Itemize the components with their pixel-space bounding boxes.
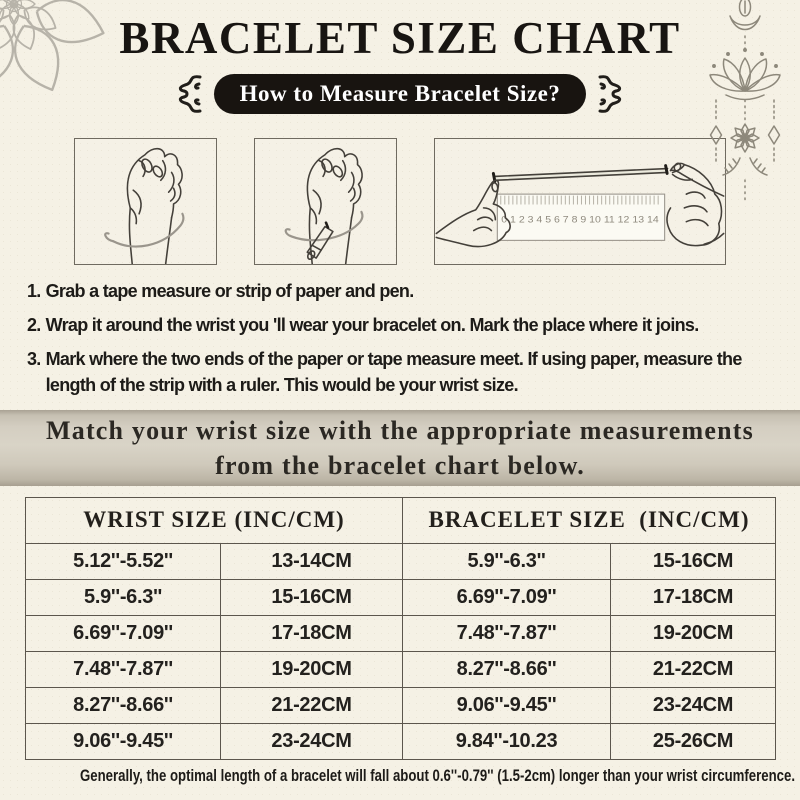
wrist-inch-cell: 9.06''-9.45''	[25, 722, 221, 760]
wrist-inch-cell: 5.12''-5.52''	[25, 542, 221, 580]
instruction-number: 1.	[27, 280, 41, 301]
lotus-ornament-icon	[709, 0, 781, 205]
instruction-item-3: 3. Mark where the two ends of the paper …	[27, 346, 790, 398]
wrist-cm-cell: 17-18CM	[220, 614, 403, 652]
wrist-cm-cell: 19-20CM	[220, 650, 403, 688]
paper-strip	[491, 163, 669, 183]
banner-line-2: from the bracelet chart below.	[215, 450, 585, 480]
fist-with-pen-illustration	[284, 147, 364, 264]
bracelet-inch-cell: 7.48''-7.87''	[402, 614, 611, 652]
fist-with-tape-illustration	[104, 147, 185, 264]
instruction-text: Mark where the two ends of the paper or …	[45, 348, 743, 395]
curly-flourish-right-icon	[598, 74, 622, 113]
instruction-text: Wrap it around the wrist you 'll wear yo…	[45, 314, 700, 335]
table-row: 5.9''-6.3'' 15-16CM 6.69''-7.09'' 17-18C…	[25, 578, 776, 616]
wrist-inch-cell: 8.27''-8.66''	[25, 686, 221, 724]
instruction-number: 2.	[27, 314, 41, 335]
size-table: WRIST SIZE (INC/CM) BRACELET SIZE (INC/C…	[25, 496, 776, 760]
bracelet-inch-cell: 6.69''-7.09''	[402, 578, 611, 616]
mandala-flower-icon	[0, 0, 105, 92]
page-title: BRACELET SIZE CHART	[119, 13, 681, 63]
table-row: 6.69''-7.09'' 17-18CM 7.48''-7.87'' 19-2…	[25, 614, 776, 652]
tape-measure-arc	[104, 212, 185, 248]
bracelet-inch-cell: 5.9''-6.3''	[402, 542, 611, 580]
table-header-row: WRIST SIZE (INC/CM) BRACELET SIZE (INC/C…	[25, 496, 776, 544]
table-row: 8.27''-8.66'' 21-22CM 9.06''-9.45'' 23-2…	[25, 686, 776, 724]
marker-pen	[306, 220, 334, 260]
wrist-size-header: WRIST SIZE (INC/CM)	[25, 496, 403, 544]
wrist-inch-cell: 6.69''-7.09''	[25, 614, 221, 652]
curly-flourish-left-icon	[178, 74, 202, 113]
illustration-step1-box	[74, 137, 217, 265]
bracelet-inch-cell: 9.84''-10.23	[402, 722, 611, 760]
bracelet-cm-cell: 23-24CM	[610, 686, 776, 724]
bracelet-cm-cell: 19-20CM	[610, 614, 776, 652]
measure-steps-illustrations: 0 1 2 3 4 5 6 7 8 9 10 11 12 13 14	[0, 137, 800, 265]
wrist-cm-cell: 21-22CM	[220, 686, 403, 724]
illustration-step3-box: 0 1 2 3 4 5 6 7 8 9 10 11 12 13 14	[434, 137, 726, 265]
bracelet-cm-cell: 15-16CM	[610, 542, 776, 580]
ruler: 0 1 2 3 4 5 6 7 8 9 10 11 12 13 14	[496, 193, 666, 241]
bracelet-cm-cell: 25-26CM	[610, 722, 776, 760]
wrist-inch-cell: 7.48''-7.87''	[25, 650, 221, 688]
right-hand	[666, 161, 725, 246]
pill-banner-row: How to Measure Bracelet Size?	[0, 72, 800, 116]
bracelet-inch-cell: 8.27''-8.66''	[402, 650, 611, 688]
left-hand	[435, 178, 511, 247]
banner-line-1: Match your wrist size with the appropria…	[46, 415, 754, 445]
ruler-measuring-illustration: 0 1 2 3 4 5 6 7 8 9 10 11 12 13 14	[435, 161, 725, 247]
instruction-item-2: 2. Wrap it around the wrist you 'll wear…	[27, 312, 790, 338]
bracelet-size-header: BRACELET SIZE (INC/CM)	[402, 496, 776, 544]
instruction-text: Grab a tape measure or strip of paper an…	[45, 280, 415, 301]
wrist-cm-cell: 23-24CM	[220, 722, 403, 760]
illustration-step2-box	[254, 137, 397, 265]
table-row: 5.12''-5.52'' 13-14CM 5.9''-6.3'' 15-16C…	[25, 542, 776, 580]
bracelet-inch-cell: 9.06''-9.45''	[402, 686, 611, 724]
bracelet-cm-cell: 21-22CM	[610, 650, 776, 688]
table-row: 7.48''-7.87'' 19-20CM 8.27''-8.66'' 21-2…	[25, 650, 776, 688]
wrist-cm-cell: 13-14CM	[220, 542, 403, 580]
how-to-measure-pill: How to Measure Bracelet Size?	[213, 73, 587, 114]
match-size-banner: Match your wrist size with the appropria…	[0, 409, 800, 486]
ruler-numbers: 0 1 2 3 4 5 6 7 8 9 10 11 12 13 14	[501, 214, 659, 224]
wrist-inch-cell: 5.9''-6.3''	[25, 578, 221, 616]
footer-note: Generally, the optimal length of a brace…	[80, 766, 796, 785]
tape-measure-arc	[284, 210, 364, 241]
instruction-number: 3.	[27, 348, 41, 369]
instructions-list: 1. Grab a tape measure or strip of paper…	[27, 278, 790, 398]
instruction-item-1: 1. Grab a tape measure or strip of paper…	[27, 278, 790, 304]
table-row: 9.06''-9.45'' 23-24CM 9.84''-10.23 25-26…	[25, 722, 776, 760]
wrist-cm-cell: 15-16CM	[220, 578, 403, 616]
bracelet-cm-cell: 17-18CM	[610, 578, 776, 616]
